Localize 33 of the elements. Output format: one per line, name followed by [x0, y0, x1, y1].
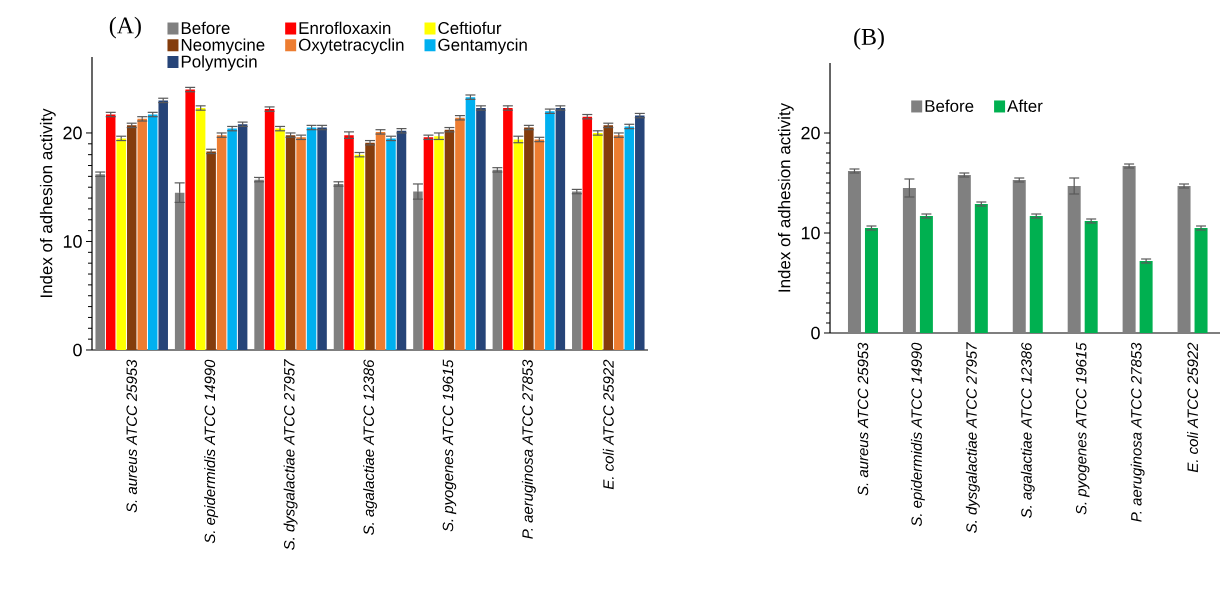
legend-label: After — [1007, 99, 1043, 113]
legend-label: Gentamycin — [438, 38, 527, 55]
chart-title: (B) — [854, 28, 884, 50]
legend-label: Ceftiofur — [438, 21, 502, 35]
y-tick-label: 10 — [63, 235, 82, 248]
x-tick-label: S. dysgalactiae ATCC 27957 — [965, 342, 980, 533]
legend-label: Oxytetracyclin — [298, 38, 404, 55]
x-tick-label: S. pyogenes ATCC 19615 — [442, 359, 457, 532]
x-tick-label: S. dysgalactiae ATCC 27957 — [283, 359, 298, 550]
legend-label: Polymycin — [181, 55, 257, 71]
x-tick-label: P. aeruginosa ATCC 27853 — [521, 359, 536, 539]
x-tick-label: S. epidermidis ATCC 14990 — [910, 342, 925, 527]
y-tick-label: 20 — [801, 126, 820, 140]
x-tick-label: P. aeruginosa ATCC 27853 — [1130, 342, 1145, 522]
x-tick-label: S. pyogenes ATCC 19615 — [1075, 342, 1090, 515]
y-tick-label: 0 — [73, 343, 82, 357]
y-tick-label: 0 — [811, 326, 820, 340]
y-tick-label: 20 — [63, 126, 82, 140]
x-tick-label: E. coli ATCC 25922 — [602, 359, 614, 490]
legend-label: Enrofloxaxin — [299, 21, 391, 35]
x-tick-label: S. agalactiae ATCC 12386 — [363, 359, 377, 535]
y-axis-title: Index of adhesion activity — [777, 102, 794, 292]
x-tick-label: S. aureus ATCC 25953 — [126, 359, 137, 513]
x-tick-label: S. epidermidis ATCC 14990 — [204, 359, 219, 544]
y-axis-title: Index of adhesion activity — [39, 108, 56, 298]
chart-title: (A) — [109, 16, 141, 39]
legend-label: Neomycine — [181, 38, 265, 55]
legend-label: Before — [181, 21, 230, 35]
x-tick-label: S. aureus ATCC 25953 — [857, 342, 869, 496]
x-tick-label: E. coli ATCC 25922 — [1187, 342, 1199, 473]
y-tick-label: 10 — [801, 226, 820, 240]
legend-label: Before — [925, 99, 974, 113]
x-tick-label: S. agalactiae ATCC 12386 — [1020, 342, 1035, 518]
